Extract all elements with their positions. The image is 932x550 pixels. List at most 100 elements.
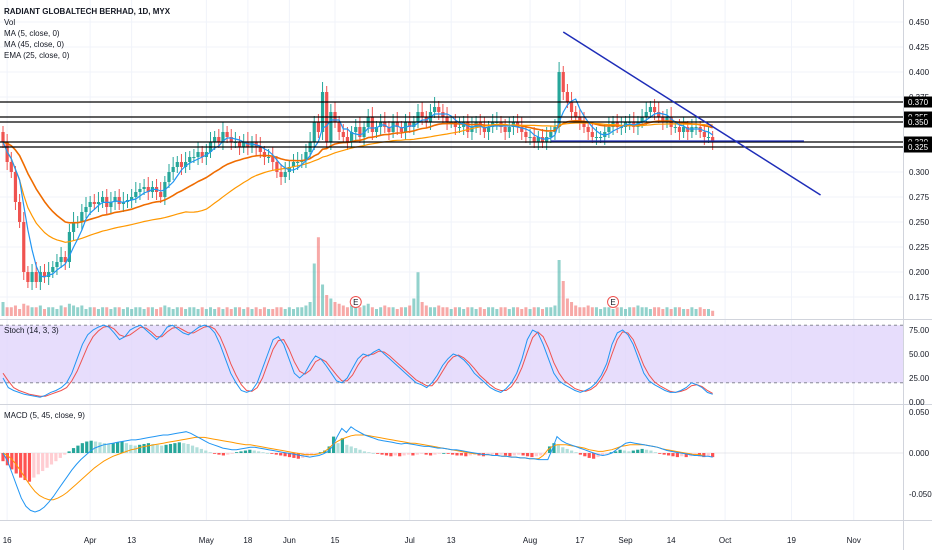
candle-body [167,172,171,182]
volume-bar [424,305,428,316]
volume-bar [549,307,553,316]
volume-bar [582,307,586,316]
candle-body [22,222,26,272]
volume-bar [462,309,466,316]
macd-histogram-bar [420,453,424,454]
candle-body [408,122,412,127]
macd-histogram-bar [23,453,27,481]
candle-body [275,162,279,172]
candle-body [706,137,711,138]
candle-body [399,127,403,132]
macd-histogram-bar [226,453,230,455]
vol-indicator-label[interactable]: Vol [4,18,16,27]
candle-body [312,122,316,142]
candle-body [320,92,325,132]
macd-histogram-bar [402,453,406,456]
volume-bar [354,307,358,316]
stoch-legend[interactable]: Stoch (14, 3, 3) [4,326,59,335]
volume-bar [163,305,167,316]
macd-histogram-bar [182,443,186,453]
macd-legend[interactable]: MACD (5, 45, close, 9) [4,411,85,420]
volume-bar [43,309,46,316]
volume-bar [565,298,569,316]
volume-bar [673,307,677,316]
volume-bar [408,305,412,316]
candle-body [225,132,229,137]
macd-histogram-bar [27,453,32,482]
candle-body [84,207,88,212]
volume-bar [30,307,34,316]
stoch-band [0,325,903,383]
volume-bar [391,307,395,316]
volume-bar [545,307,549,316]
candle-body [71,222,76,232]
price-level-tag [904,96,932,108]
candle-body [536,137,540,142]
macd-histogram-bar [5,453,10,466]
time-axis-label: 18 [243,536,252,545]
macd-histogram-bar [433,453,437,455]
volume-bar [412,298,416,316]
macd-histogram-bar [345,444,349,453]
ema25-indicator-label[interactable]: EMA (25, close, 0) [4,51,70,60]
candle-body [30,272,34,282]
candle-body [262,152,267,157]
macd-histogram-bar [459,453,464,456]
macd-histogram-bar [512,453,516,456]
candle-body [159,192,163,197]
stoch-k-line [2,324,713,398]
price-axis-label: 0.400 [909,68,930,77]
volume-bar [38,305,42,316]
volume-bar [18,309,22,316]
time-axis-label: Jul [405,536,415,545]
price-level-tag [904,116,932,128]
volume-bar [503,307,507,316]
volume-bar [254,307,258,316]
volume-bar [636,305,640,316]
candle-body [63,257,67,262]
macd-histogram-bar [574,452,578,453]
candle-body [18,202,22,222]
earnings-marker-label: E [353,298,358,307]
volume-bar [192,307,196,316]
volume-bar [478,307,482,316]
volume-bar [130,309,134,316]
macd-histogram-bar [424,453,428,455]
volume-bar [150,307,154,316]
candle-body [582,122,586,127]
macd-histogram-bar [177,442,181,453]
time-axis-label: Oct [719,536,732,545]
stoch-axis-label: 75.00 [909,326,930,335]
candle-body [13,172,18,202]
volume-bar [428,307,432,316]
candle-body [9,162,13,172]
volume-bar [441,307,445,316]
volume-bar [482,309,486,316]
volume-bar [395,309,399,316]
volume-bar [632,307,636,316]
macd-histogram-bar [592,453,596,459]
volume-bar [599,309,603,316]
time-axis-label: Nov [847,536,861,545]
candle-body [296,162,300,163]
candle-body [138,189,142,192]
symbol-title[interactable]: RADIANT GLOBALTECH BERHAD, 1D, MYX [4,7,171,16]
ma5-indicator-label[interactable]: MA (5, close, 0) [4,29,60,38]
macd-histogram-bar [450,453,455,455]
volume-bar [304,305,308,316]
volume-bar [51,307,55,316]
macd-histogram-bar [102,443,106,453]
volume-bar [258,309,262,316]
macd-histogram-bar [490,453,494,455]
candle-body [237,142,242,147]
macd-histogram-bar [155,444,159,453]
candle-body [569,102,574,112]
volume-bar [466,307,470,316]
ma45-indicator-label[interactable]: MA (45, close, 0) [4,40,65,49]
volume-bar [619,307,623,316]
macd-histogram-bar [706,453,710,457]
macd-histogram-bar [468,453,472,456]
candle-body [316,122,320,132]
macd-histogram-bar [19,453,23,478]
